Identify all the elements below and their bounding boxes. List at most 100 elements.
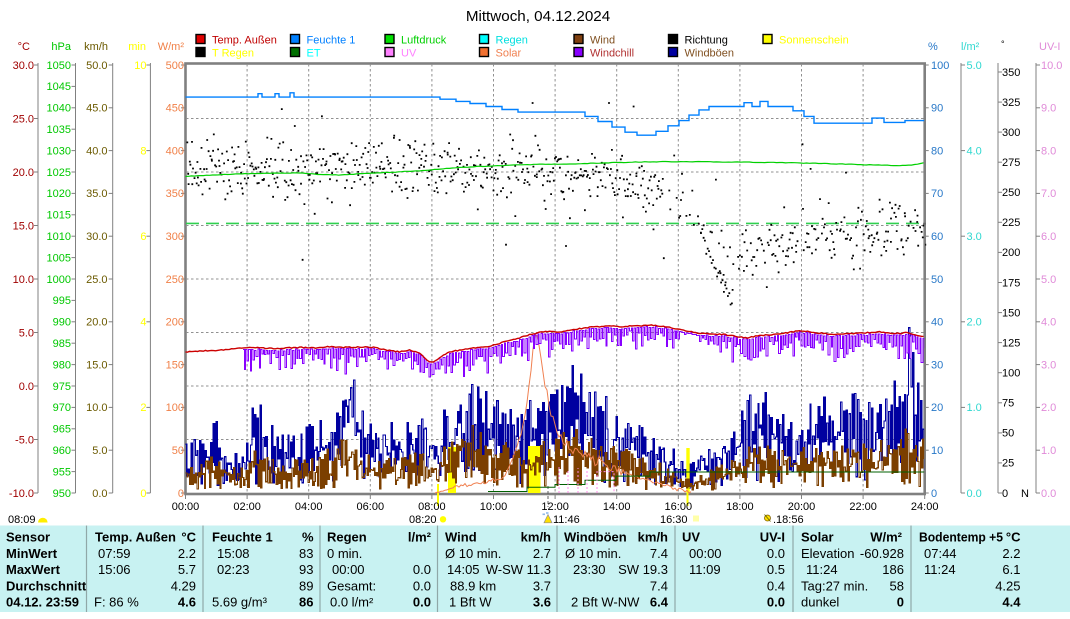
- svg-text:°C: °C: [18, 41, 30, 53]
- svg-text:Ø 10 min.: Ø 10 min.: [445, 546, 501, 561]
- svg-text:50: 50: [931, 274, 943, 286]
- svg-text:08:20: 08:20: [409, 514, 437, 526]
- svg-text:1030: 1030: [47, 145, 71, 157]
- svg-text:0.0: 0.0: [767, 546, 785, 561]
- svg-text:200: 200: [1002, 247, 1020, 259]
- svg-text:20:00: 20:00: [788, 501, 816, 513]
- svg-text:18:00: 18:00: [726, 501, 754, 513]
- svg-text:22:00: 22:00: [849, 501, 877, 513]
- svg-text:5.7: 5.7: [178, 562, 196, 577]
- svg-text:150: 150: [166, 359, 184, 371]
- svg-text:80: 80: [931, 145, 943, 157]
- svg-text:0.0 l/m²: 0.0 l/m²: [330, 595, 374, 610]
- svg-text:0.0: 0.0: [413, 562, 431, 577]
- svg-text:11:46: 11:46: [553, 514, 580, 526]
- svg-text:2 Bft W-NW: 2 Bft W-NW: [571, 595, 640, 610]
- svg-text:W/m²: W/m²: [158, 41, 185, 53]
- svg-text:5.69 g/m³: 5.69 g/m³: [212, 595, 268, 610]
- svg-text:2: 2: [140, 402, 146, 414]
- svg-text:10.0: 10.0: [1041, 60, 1062, 72]
- svg-text:0.0: 0.0: [413, 595, 431, 610]
- svg-text:Windchill: Windchill: [590, 48, 634, 60]
- svg-text:MinWert: MinWert: [6, 546, 58, 561]
- svg-text:10: 10: [931, 445, 943, 457]
- svg-text:7.0: 7.0: [1041, 188, 1056, 200]
- svg-text:Sonnenschein: Sonnenschein: [779, 35, 849, 47]
- svg-text:Temp. Außen: Temp. Außen: [212, 35, 277, 47]
- svg-text:500: 500: [166, 60, 184, 72]
- svg-text:990: 990: [53, 317, 71, 329]
- svg-text:1 Bft W: 1 Bft W: [449, 595, 492, 610]
- svg-text:Luftdruck: Luftdruck: [401, 35, 447, 47]
- svg-text:0.0: 0.0: [413, 578, 431, 593]
- svg-text:250: 250: [166, 274, 184, 286]
- svg-text:3.0: 3.0: [1041, 359, 1056, 371]
- svg-text:-10.0: -10.0: [9, 488, 34, 500]
- svg-text:24:00: 24:00: [911, 501, 939, 513]
- svg-text:965: 965: [53, 424, 71, 436]
- svg-text:1.0: 1.0: [967, 402, 982, 414]
- svg-text:2.0: 2.0: [967, 317, 982, 329]
- svg-text:-5.0: -5.0: [15, 434, 34, 446]
- svg-text:88.9 km: 88.9 km: [450, 578, 496, 593]
- svg-text:Regen: Regen: [327, 530, 367, 545]
- svg-text:1045: 1045: [47, 81, 71, 93]
- svg-text:985: 985: [53, 338, 71, 350]
- svg-text:Windböen: Windböen: [564, 530, 627, 545]
- svg-text:2.7: 2.7: [533, 546, 551, 561]
- svg-text:100: 100: [166, 402, 184, 414]
- svg-text:N: N: [1021, 488, 1029, 500]
- svg-text:06:00: 06:00: [357, 501, 385, 513]
- svg-text:0.0: 0.0: [1041, 488, 1056, 500]
- svg-text:5.0: 5.0: [92, 445, 107, 457]
- svg-text:00:00: 00:00: [332, 562, 365, 577]
- svg-text:350: 350: [1002, 67, 1020, 79]
- svg-text:250: 250: [1002, 187, 1020, 199]
- svg-text:ET: ET: [307, 48, 321, 60]
- svg-text:0: 0: [140, 488, 146, 500]
- svg-text:0.0: 0.0: [967, 488, 982, 500]
- svg-text:10:00: 10:00: [480, 501, 508, 513]
- svg-text:0.0: 0.0: [19, 381, 34, 393]
- svg-text:35.0: 35.0: [86, 188, 107, 200]
- svg-text:Elevation: Elevation: [801, 546, 854, 561]
- svg-text:00:00: 00:00: [172, 501, 200, 513]
- svg-text:07:59: 07:59: [98, 546, 131, 561]
- svg-text:75: 75: [1002, 398, 1014, 410]
- svg-text:0.5: 0.5: [767, 562, 785, 577]
- svg-text:7.4: 7.4: [650, 546, 668, 561]
- svg-text:2.2: 2.2: [1002, 546, 1020, 561]
- svg-text:25.0: 25.0: [86, 274, 107, 286]
- svg-text:5.0: 5.0: [19, 327, 34, 339]
- svg-text:l/m²: l/m²: [408, 530, 432, 545]
- svg-text:Wind: Wind: [445, 530, 477, 545]
- svg-text:6.4: 6.4: [650, 595, 669, 610]
- svg-text:20: 20: [931, 402, 943, 414]
- svg-text:83: 83: [299, 546, 313, 561]
- svg-text:300: 300: [1002, 127, 1020, 139]
- svg-text:%: %: [928, 41, 938, 53]
- svg-text:08:09: 08:09: [8, 514, 36, 526]
- svg-text:8.0: 8.0: [1041, 145, 1056, 157]
- svg-text:6.0: 6.0: [1041, 231, 1056, 243]
- svg-text:1020: 1020: [47, 188, 71, 200]
- svg-text:4.4: 4.4: [1002, 595, 1021, 610]
- svg-text:5.0: 5.0: [1041, 274, 1056, 286]
- svg-text:175: 175: [1002, 277, 1020, 289]
- svg-text:Durchschnitt: Durchschnitt: [6, 578, 87, 593]
- svg-text:°C: °C: [181, 530, 196, 545]
- svg-text:14:05: 14:05: [447, 562, 480, 577]
- svg-text:-60.928: -60.928: [860, 546, 904, 561]
- svg-text:Tag:27 min.: Tag:27 min.: [801, 578, 868, 593]
- svg-text:02:00: 02:00: [233, 501, 261, 513]
- svg-text:50: 50: [172, 445, 184, 457]
- svg-text:°: °: [1001, 39, 1005, 49]
- svg-text:45.0: 45.0: [86, 103, 107, 115]
- svg-text:10: 10: [134, 60, 146, 72]
- svg-text:.18:56: .18:56: [773, 514, 804, 526]
- svg-text:15.0: 15.0: [13, 220, 34, 232]
- svg-text:30: 30: [931, 359, 943, 371]
- svg-text:1010: 1010: [47, 231, 71, 243]
- svg-text:dunkel: dunkel: [801, 595, 839, 610]
- svg-text:10.0: 10.0: [86, 402, 107, 414]
